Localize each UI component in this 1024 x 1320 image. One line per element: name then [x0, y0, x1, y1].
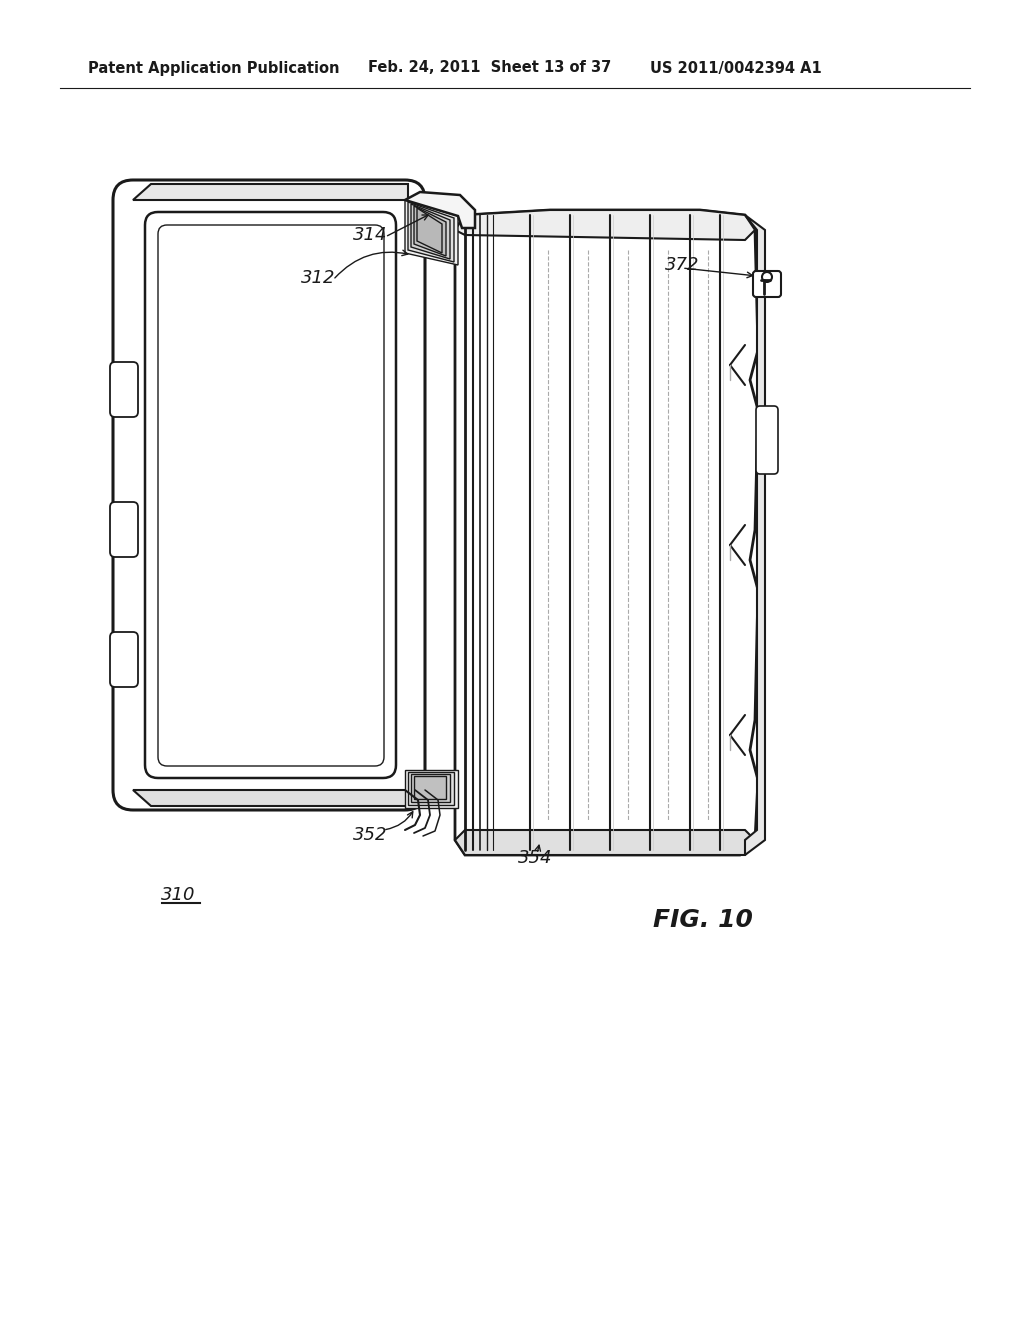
Polygon shape — [411, 205, 450, 259]
Text: 352: 352 — [352, 826, 387, 843]
Text: Feb. 24, 2011  Sheet 13 of 37: Feb. 24, 2011 Sheet 13 of 37 — [368, 61, 611, 75]
Polygon shape — [120, 190, 790, 870]
Polygon shape — [406, 201, 458, 265]
Polygon shape — [133, 183, 408, 201]
Polygon shape — [455, 210, 755, 240]
Text: 312: 312 — [301, 269, 335, 286]
Polygon shape — [408, 772, 454, 805]
Polygon shape — [455, 210, 758, 855]
Polygon shape — [414, 206, 446, 256]
Polygon shape — [745, 215, 765, 855]
Text: 372: 372 — [665, 256, 699, 275]
Polygon shape — [411, 774, 450, 803]
Text: 354: 354 — [518, 849, 552, 867]
Text: 310: 310 — [161, 886, 196, 904]
Polygon shape — [406, 770, 458, 808]
Text: FIG. 10: FIG. 10 — [653, 908, 753, 932]
Polygon shape — [406, 191, 475, 228]
FancyBboxPatch shape — [756, 407, 778, 474]
FancyBboxPatch shape — [158, 224, 384, 766]
FancyBboxPatch shape — [110, 632, 138, 686]
Polygon shape — [414, 776, 446, 799]
Polygon shape — [417, 209, 442, 253]
FancyBboxPatch shape — [113, 180, 425, 810]
FancyBboxPatch shape — [753, 271, 781, 297]
Text: Patent Application Publication: Patent Application Publication — [88, 61, 340, 75]
Polygon shape — [133, 789, 408, 807]
FancyBboxPatch shape — [110, 502, 138, 557]
FancyBboxPatch shape — [110, 362, 138, 417]
Text: US 2011/0042394 A1: US 2011/0042394 A1 — [650, 61, 821, 75]
Polygon shape — [408, 202, 454, 261]
FancyBboxPatch shape — [145, 213, 396, 777]
Polygon shape — [455, 830, 755, 855]
Text: 314: 314 — [352, 226, 387, 244]
